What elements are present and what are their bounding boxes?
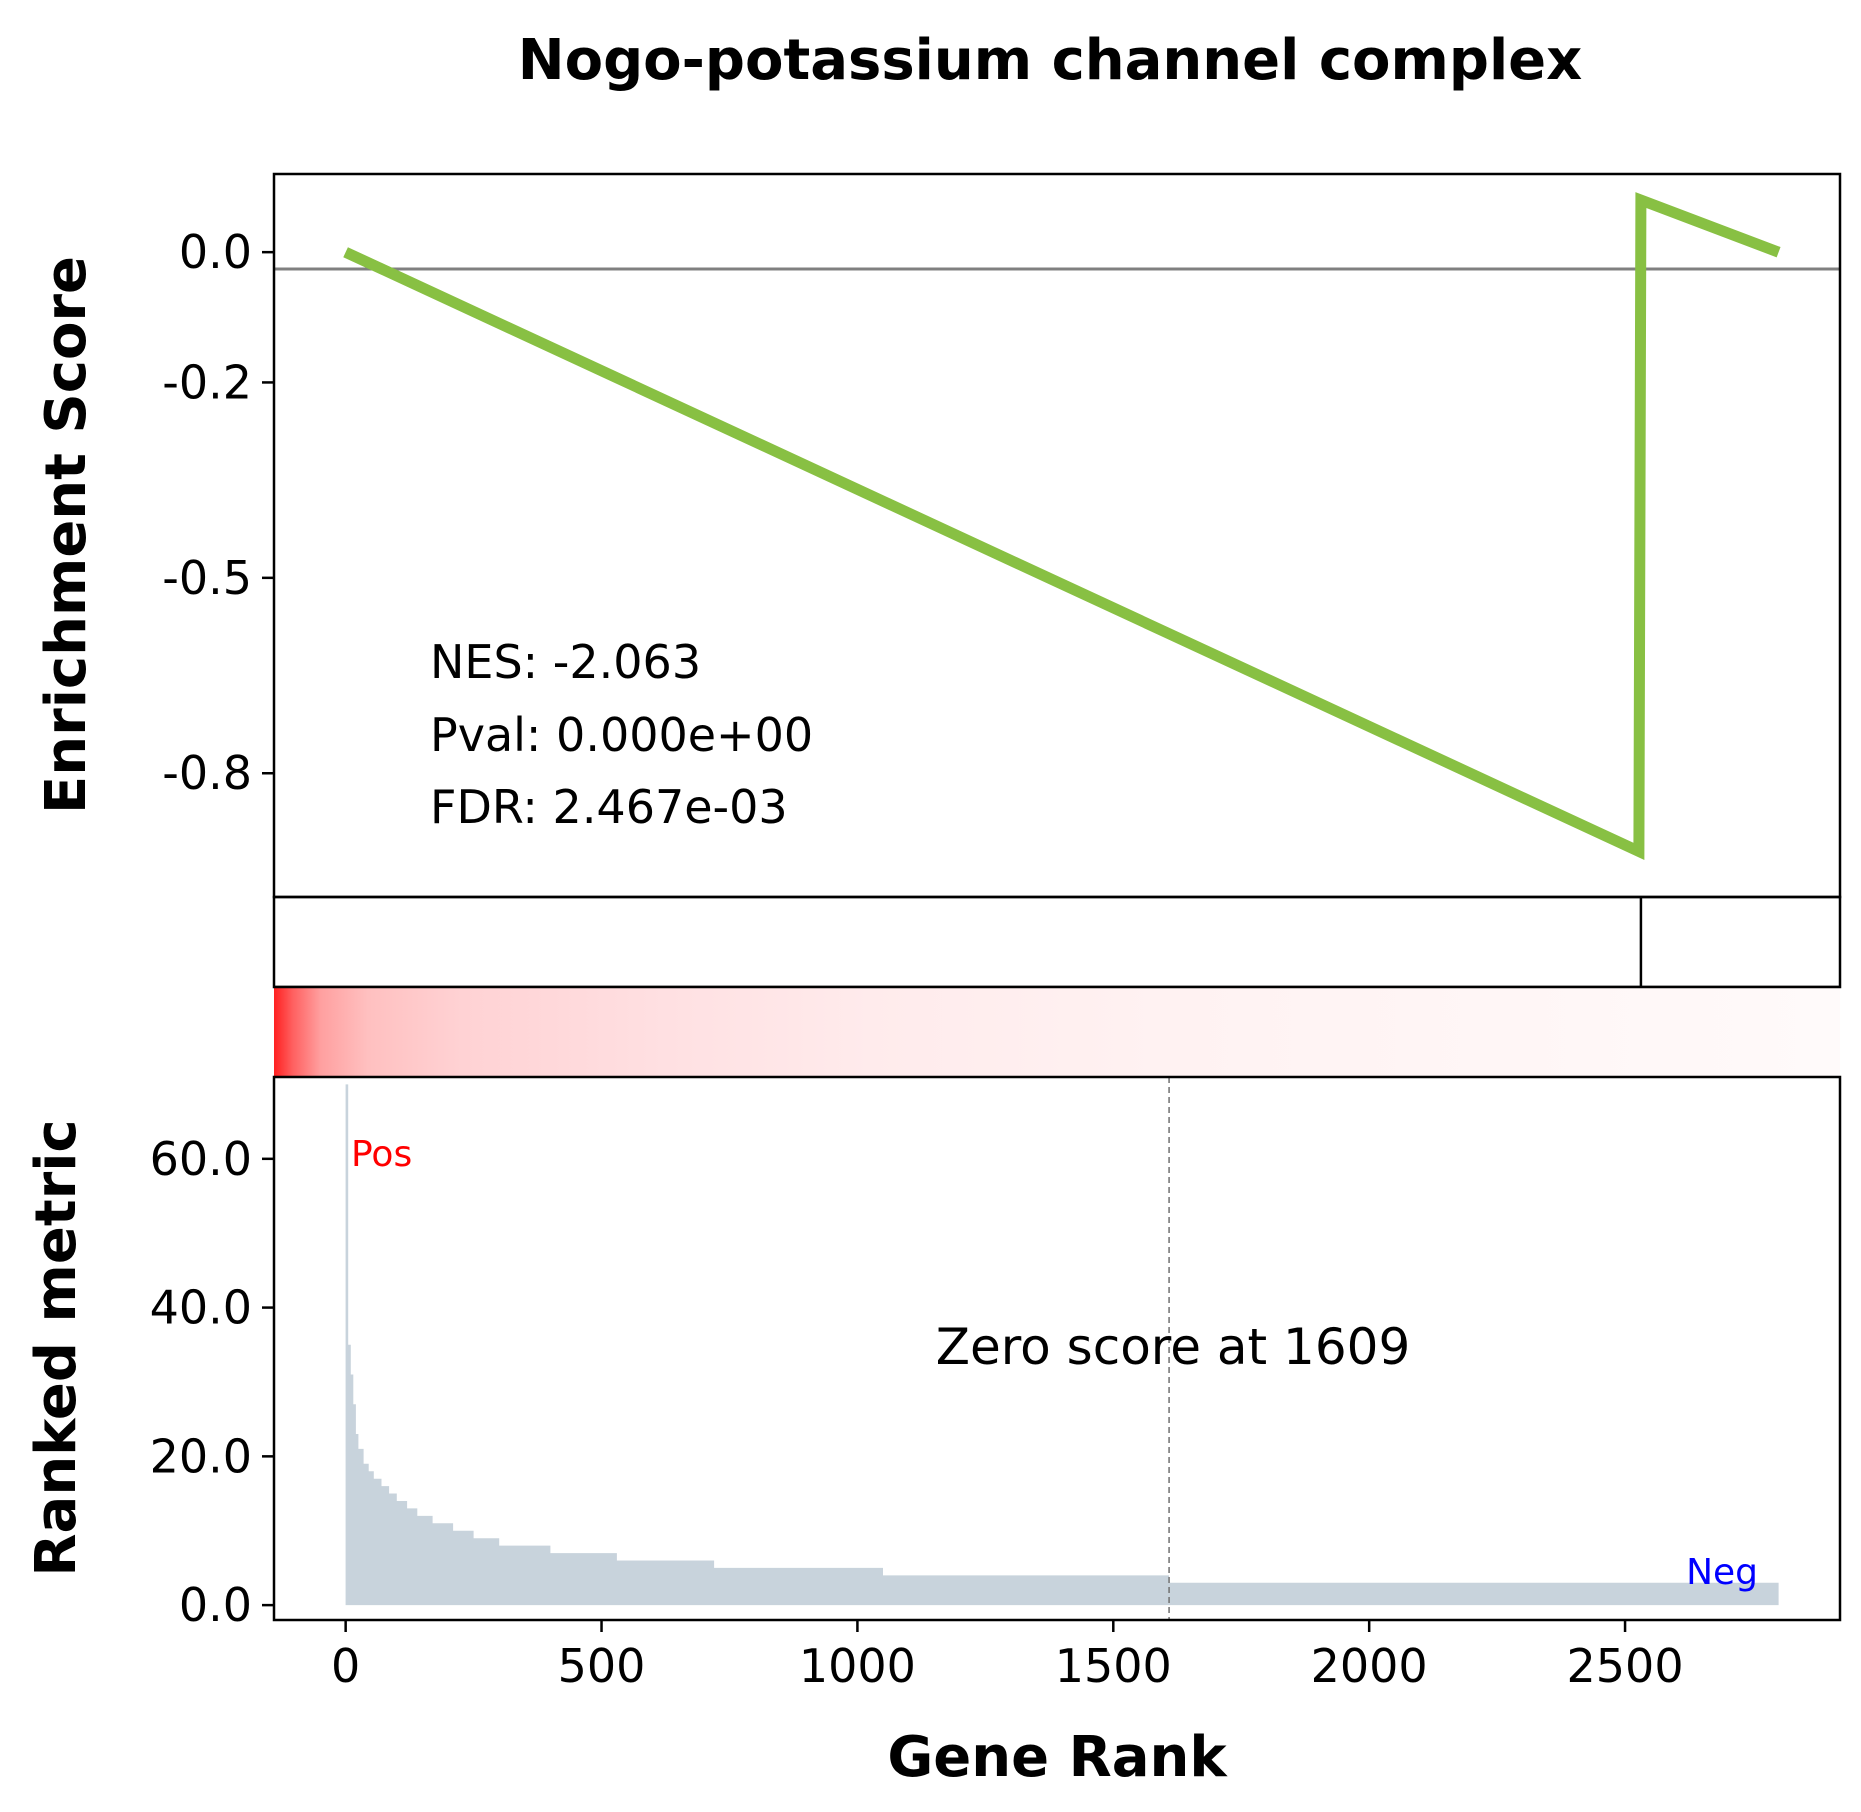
es-ytick-label: 0.0 [179, 225, 252, 279]
es-ytick-label: -0.5 [162, 551, 252, 605]
fdr-stat: FDR: 2.467e-03 [430, 780, 788, 834]
enrichment-score-line [343, 192, 1781, 860]
xtick-label: 2500 [1567, 1639, 1684, 1693]
enrichment-ylabel: Enrichment Score [34, 256, 99, 814]
ranked-frame [272, 1075, 1842, 1622]
es-ytick-label: -0.8 [162, 746, 252, 800]
pval-stat: Pval: 0.000e+00 [430, 708, 813, 762]
xtick-label: 1000 [799, 1639, 916, 1693]
ranked-metric-area [345, 1084, 1779, 1606]
rank-ytick-label: 20.0 [150, 1429, 252, 1483]
pos-label: Pos [351, 1134, 412, 1175]
xtick-label: 0 [331, 1639, 360, 1693]
x-axis-label: Gene Rank [887, 1725, 1228, 1790]
es-ytick-label: -0.2 [162, 355, 252, 409]
nes-stat: NES: -2.063 [430, 635, 701, 689]
ranked-metric-panel: Zero score at 1609 Pos Neg 0.0 20.0 40.0 60… [24, 1075, 1842, 1632]
chart-title: Nogo-potassium channel complex [518, 28, 1583, 93]
ranked-ylabel: Ranked metric [24, 1119, 89, 1576]
xtick-label: 1500 [1055, 1639, 1172, 1693]
rank-ytick-label: 0.0 [179, 1578, 252, 1632]
hits-frame [272, 895, 1842, 989]
hits-panel [272, 895, 1842, 989]
rank-ytick-label: 40.0 [150, 1281, 252, 1335]
xtick-label: 500 [558, 1639, 646, 1693]
xtick-label: 2000 [1311, 1639, 1428, 1693]
zero-score-label: Zero score at 1609 [936, 1318, 1411, 1376]
enrichment-panel: 0.0 -0.2 -0.5 -0.8 NES: -2.063 Pval: 0.000e… [34, 172, 1842, 899]
rank-ytick-label: 60.0 [150, 1132, 252, 1186]
rank-heatmap-strip [274, 987, 1840, 1077]
neg-label: Neg [1686, 1552, 1758, 1593]
